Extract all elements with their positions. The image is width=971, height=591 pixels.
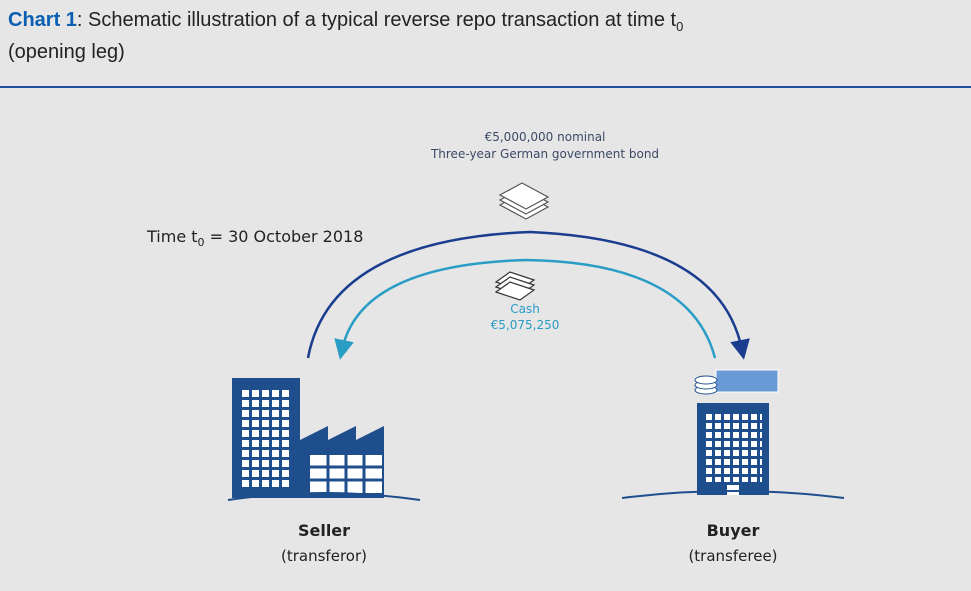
seller-role: (transferor) <box>281 547 367 565</box>
seller-name: Seller <box>298 521 350 540</box>
buyer-building <box>621 369 845 499</box>
header-title: Chart 1: Schematic illustration of a typ… <box>8 9 683 34</box>
seller-building <box>227 378 421 501</box>
chart-label: Chart 1 <box>8 9 77 31</box>
time-suffix: = 30 October 2018 <box>205 227 364 246</box>
securities-arrow <box>306 230 750 360</box>
cash-icon <box>494 271 536 301</box>
title-text: : Schematic illustration of a typical re… <box>77 9 677 31</box>
time-label: Time t0 = 30 October 2018 <box>146 227 363 249</box>
time-subscript: 0 <box>198 236 205 249</box>
title-subscript: 0 <box>676 19 683 34</box>
bond-line1: €5,000,000 nominal <box>485 130 606 144</box>
buyer-role: (transferee) <box>688 547 777 565</box>
buyer-name: Buyer <box>707 521 760 540</box>
time-prefix: Time t <box>146 227 198 246</box>
cash-label: Cash <box>510 302 540 316</box>
cash-arrow <box>334 258 717 360</box>
header-title-line2: (opening leg) <box>8 41 125 63</box>
documents-icon <box>498 182 550 220</box>
bond-line2: Three-year German government bond <box>430 147 659 161</box>
cash-amount: €5,075,250 <box>491 318 560 332</box>
